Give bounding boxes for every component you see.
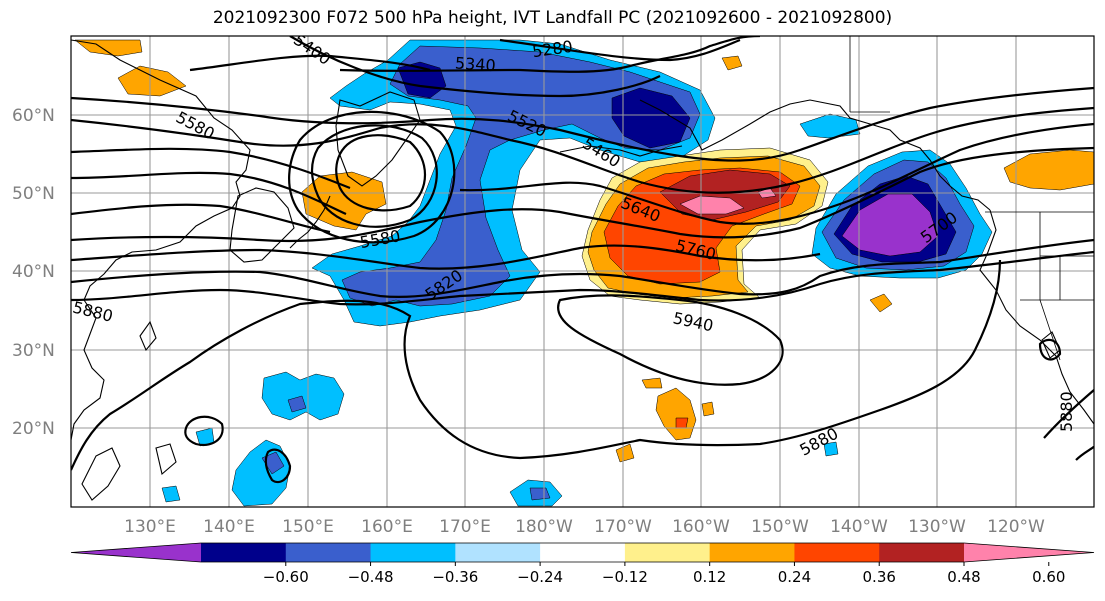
colorbar-segment [455, 543, 541, 562]
colorbar-segment [709, 543, 795, 562]
colorbar-tick-label: −0.12 [602, 568, 648, 586]
colorbar-tick-label: 0.48 [947, 568, 980, 586]
colorbar-tick-label: 0.60 [1032, 568, 1065, 586]
negative-anomaly-region [841, 193, 939, 257]
negative-anomaly-region [287, 395, 307, 413]
lat-label: 30°N [12, 341, 55, 361]
positive-anomaly-region [721, 55, 743, 71]
positive-anomaly-region [701, 401, 715, 417]
negative-anomaly-region [529, 487, 551, 501]
colorbar-tick-label: 0.36 [863, 568, 896, 586]
lat-label: 20°N [12, 419, 55, 439]
lon-label: 130°W [908, 517, 966, 537]
colorbar-segment [879, 543, 965, 562]
lon-label: 150°W [751, 517, 809, 537]
negative-anomaly-region [261, 371, 345, 421]
political-borders [849, 36, 1094, 361]
colorbar-outline [70, 542, 1095, 563]
colorbar-tick-label: 0.24 [778, 568, 811, 586]
lon-label: 160°W [672, 517, 730, 537]
contour-label: 5340 [454, 53, 496, 75]
positive-anomaly-region [675, 417, 689, 429]
lon-label: 170°E [439, 517, 491, 537]
lat-label: 60°N [12, 106, 55, 126]
negative-anomaly-region [799, 113, 861, 139]
negative-anomaly-region [611, 87, 691, 149]
contour-label: 5880 [1057, 391, 1076, 432]
lon-label: 180°W [515, 517, 573, 537]
colorbar: −0.60 −0.48 −0.36 −0.24 −0.12 0.12 0.24 0.36 0.4… [70, 542, 1095, 586]
longitude-labels: 130°E 140°E 150°E 160°E 170°E 180°W 170°… [124, 517, 1045, 537]
lon-label: 140°E [203, 517, 255, 537]
negative-anomaly-region [823, 441, 839, 457]
negative-anomaly-region [261, 451, 285, 475]
lat-label: 40°N [12, 262, 55, 282]
colorbar-tick-label: −0.36 [432, 568, 478, 586]
positive-anomaly-region [117, 65, 187, 97]
colorbar-segment [285, 543, 372, 562]
lat-label: 50°N [12, 184, 55, 204]
colorbar-segment [624, 543, 711, 562]
lon-label: 140°W [830, 517, 888, 537]
colorbar-tick-label: −0.48 [348, 568, 394, 586]
lon-label: 170°W [594, 517, 652, 537]
positive-anomaly-region [74, 39, 143, 57]
colorbar-extend-low [71, 543, 201, 562]
colorbar-tick-label: 0.12 [693, 568, 726, 586]
colorbar-tick-label: −0.24 [517, 568, 563, 586]
colorbar-tick-label: −0.60 [263, 568, 309, 586]
ivt-fill-layer [74, 39, 1094, 507]
coastlines [71, 39, 1094, 501]
latitude-labels: 60°N 50°N 40°N 30°N 20°N [12, 106, 55, 439]
positive-anomaly-region [641, 377, 663, 389]
map-frame [70, 35, 1095, 508]
positive-anomaly-region [679, 195, 745, 215]
negative-anomaly-region [341, 45, 701, 307]
positive-anomaly-region [869, 293, 893, 313]
lon-label: 120°W [987, 517, 1045, 537]
colorbar-segment [201, 543, 287, 562]
map-title: 2021092300 F072 500 hPa height, IVT Land… [212, 8, 893, 28]
lon-label: 160°E [361, 517, 413, 537]
colorbar-segment [794, 543, 880, 562]
lon-label: 150°E [282, 517, 334, 537]
lon-label: 130°E [124, 517, 176, 537]
positive-anomaly-region [1003, 149, 1094, 191]
height-contours [71, 36, 1094, 484]
negative-anomaly-region [161, 485, 181, 503]
colorbar-segment [540, 543, 626, 562]
colorbar-extend-high [964, 543, 1094, 562]
positive-anomaly-region [615, 443, 635, 463]
colorbar-segment [370, 543, 456, 562]
